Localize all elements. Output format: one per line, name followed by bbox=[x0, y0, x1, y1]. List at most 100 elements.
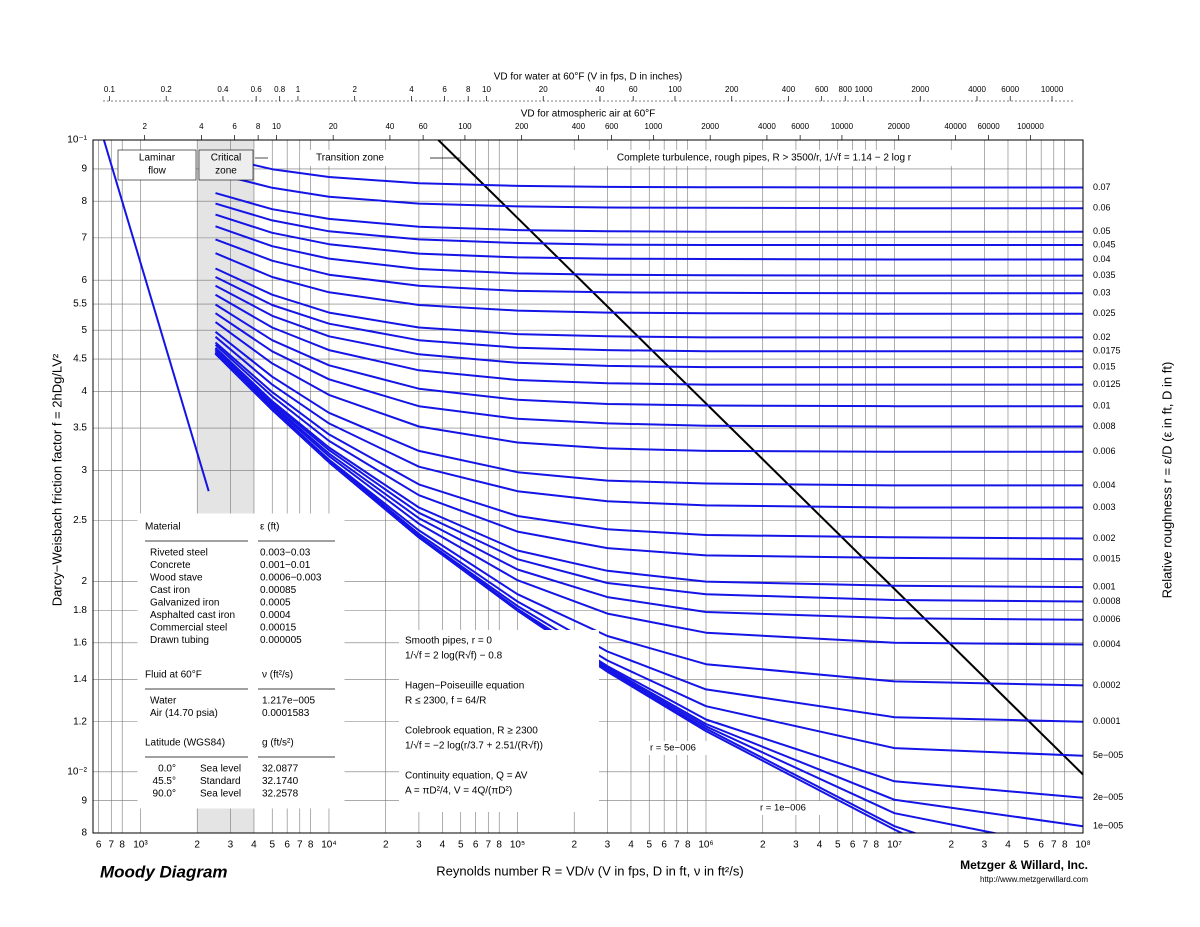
y-tick-label: 10⁻¹ bbox=[67, 135, 87, 146]
equation: Smooth pipes, r = 0 bbox=[405, 636, 492, 647]
top-axis-title: VD for water at 60°F (V in fps, D in inc… bbox=[494, 72, 683, 83]
top-tick-label: 0.8 bbox=[274, 85, 286, 94]
x-tick-label: 5 bbox=[1023, 840, 1029, 851]
equation: 1/√f = −2 log(r/3.7 + 2.51/(R√f)) bbox=[405, 740, 543, 752]
top-tick-label: 600 bbox=[815, 85, 829, 94]
x-tick-label: 2 bbox=[760, 840, 766, 851]
top-tick-label: 40 bbox=[385, 122, 394, 131]
x-tick-label: 10⁸ bbox=[1075, 840, 1090, 851]
top-tick-label: 100000 bbox=[1017, 122, 1044, 131]
top-tick-label: 0.1 bbox=[104, 85, 116, 94]
zone-box bbox=[300, 150, 400, 166]
equation-box bbox=[399, 630, 599, 812]
legend-label: 0.0008 bbox=[1093, 596, 1121, 606]
x-tick-label: 7 bbox=[485, 840, 491, 851]
roughness-curve bbox=[214, 341, 1083, 540]
equation: Hagen−Poiseuille equation bbox=[405, 681, 524, 692]
roughness-curve bbox=[214, 349, 1083, 621]
table-cell: 0.00015 bbox=[260, 623, 297, 634]
legend-label: 0.015 bbox=[1093, 362, 1116, 372]
legend-label: 2e−005 bbox=[1093, 792, 1123, 802]
top-tick-label: 400 bbox=[572, 122, 586, 131]
top-tick-label: 4000 bbox=[758, 122, 776, 131]
table-cell: 0.00085 bbox=[260, 585, 297, 596]
roughness-curve bbox=[214, 336, 1083, 509]
top-tick-label: 4 bbox=[409, 85, 414, 94]
roughness-curve bbox=[214, 350, 1083, 646]
under-layer bbox=[93, 139, 1084, 834]
top-tick-label: 400 bbox=[782, 85, 796, 94]
x-tick-label: 2 bbox=[383, 840, 389, 851]
inner-label: r = 1e−006 bbox=[760, 803, 806, 814]
table-cell: Sea level bbox=[200, 789, 241, 800]
top-tick-label: 20000 bbox=[888, 122, 911, 131]
zone-label: flow bbox=[148, 166, 167, 177]
table-cell: Commercial steel bbox=[150, 623, 227, 634]
x-tick-label: 7 bbox=[297, 840, 303, 851]
table-header: g (ft/s²) bbox=[262, 738, 294, 749]
roughness-curve bbox=[215, 225, 1083, 277]
table-cell: Air (14.70 psia) bbox=[150, 708, 218, 719]
y-axis-label: Darcy−Weisbach friction factor f = 2hDg/… bbox=[49, 353, 64, 606]
top-axis-title: VD for atmospheric air at 60°F bbox=[521, 109, 656, 120]
top-tick-label: 100 bbox=[668, 85, 682, 94]
roughness-curve bbox=[214, 331, 1083, 487]
equation: R ≤ 2300, f = 64/R bbox=[405, 696, 486, 707]
y-tick-label: 1.4 bbox=[73, 674, 87, 685]
zone-box bbox=[117, 149, 197, 181]
rough-boundary-line bbox=[437, 140, 1083, 776]
top-tick-label: 0.2 bbox=[161, 85, 173, 94]
legend-label: 0.003 bbox=[1093, 502, 1116, 512]
top-tick-label: 600 bbox=[605, 122, 619, 131]
x-tick-label: 5 bbox=[646, 840, 652, 851]
top-tick-label: 2 bbox=[142, 122, 147, 131]
top-tick-label: 1 bbox=[296, 85, 301, 94]
x-tick-label: 8 bbox=[1062, 840, 1068, 851]
y-tick-label: 1.2 bbox=[73, 716, 87, 727]
y-tick-label: 6 bbox=[81, 275, 87, 286]
roughness-curve bbox=[215, 172, 1083, 210]
legend-label: 0.0175 bbox=[1093, 346, 1121, 356]
top-tick-label: 0.6 bbox=[251, 85, 263, 94]
over-layer: r = 5e−006 r = 1e−006 Laminar flow Critical z… bbox=[92, 139, 1084, 834]
x-tick-label: 7 bbox=[863, 840, 869, 851]
top-tick-label: 20 bbox=[329, 122, 338, 131]
top-tick-label: 2000 bbox=[911, 85, 929, 94]
x-tick-label: 8 bbox=[496, 840, 502, 851]
y2-axis-label: Relative roughness r = ε/D (ε in ft, D i… bbox=[1159, 362, 1174, 599]
roughness-curve bbox=[214, 312, 1083, 428]
roughness-curve bbox=[214, 346, 1083, 589]
top-tick-label: 4 bbox=[199, 122, 204, 131]
table-cell: 0.0005 bbox=[260, 598, 291, 609]
y-tick-label: 3.5 bbox=[73, 423, 87, 434]
table-header: Latitude (WGS84) bbox=[145, 738, 225, 749]
table-cell: Concrete bbox=[150, 560, 191, 571]
x-tick-label: 10⁵ bbox=[510, 840, 525, 851]
x-tick-label: 6 bbox=[1038, 840, 1044, 851]
roughness-curve bbox=[214, 344, 1083, 561]
x-tick-label: 6 bbox=[284, 840, 290, 851]
top-tick-label: 10000 bbox=[1041, 85, 1064, 94]
top-tick-label: 6000 bbox=[1001, 85, 1019, 94]
y-tick-label: 1.8 bbox=[73, 605, 87, 616]
top-tick-label: 60 bbox=[629, 85, 638, 94]
y-tick-label: 4 bbox=[81, 386, 87, 397]
table-cell: Drawn tubing bbox=[150, 635, 209, 646]
legend-label: 1e−005 bbox=[1093, 821, 1123, 831]
x-tick-label: 4 bbox=[1005, 840, 1011, 851]
roughness-curve bbox=[215, 267, 1083, 339]
x-tick-label: 5 bbox=[835, 840, 841, 851]
legend-label: 0.006 bbox=[1093, 446, 1116, 456]
table-header: ε (ft) bbox=[260, 522, 279, 533]
inner-label-box bbox=[757, 801, 823, 815]
roughness-curve bbox=[215, 284, 1083, 369]
top-tick-label: 6 bbox=[232, 122, 237, 131]
legend-label: 0.045 bbox=[1093, 239, 1116, 249]
x-tick-label: 4 bbox=[251, 840, 257, 851]
zone-box bbox=[548, 150, 980, 166]
y-tick-label: 5.5 bbox=[73, 299, 87, 310]
x-tick-label: 10⁴ bbox=[321, 840, 336, 851]
equation: A = πD²/4, V = 4Q/(πD²) bbox=[405, 786, 512, 797]
laminar-line bbox=[102, 140, 210, 492]
top-tick-label: 2000 bbox=[701, 122, 719, 131]
